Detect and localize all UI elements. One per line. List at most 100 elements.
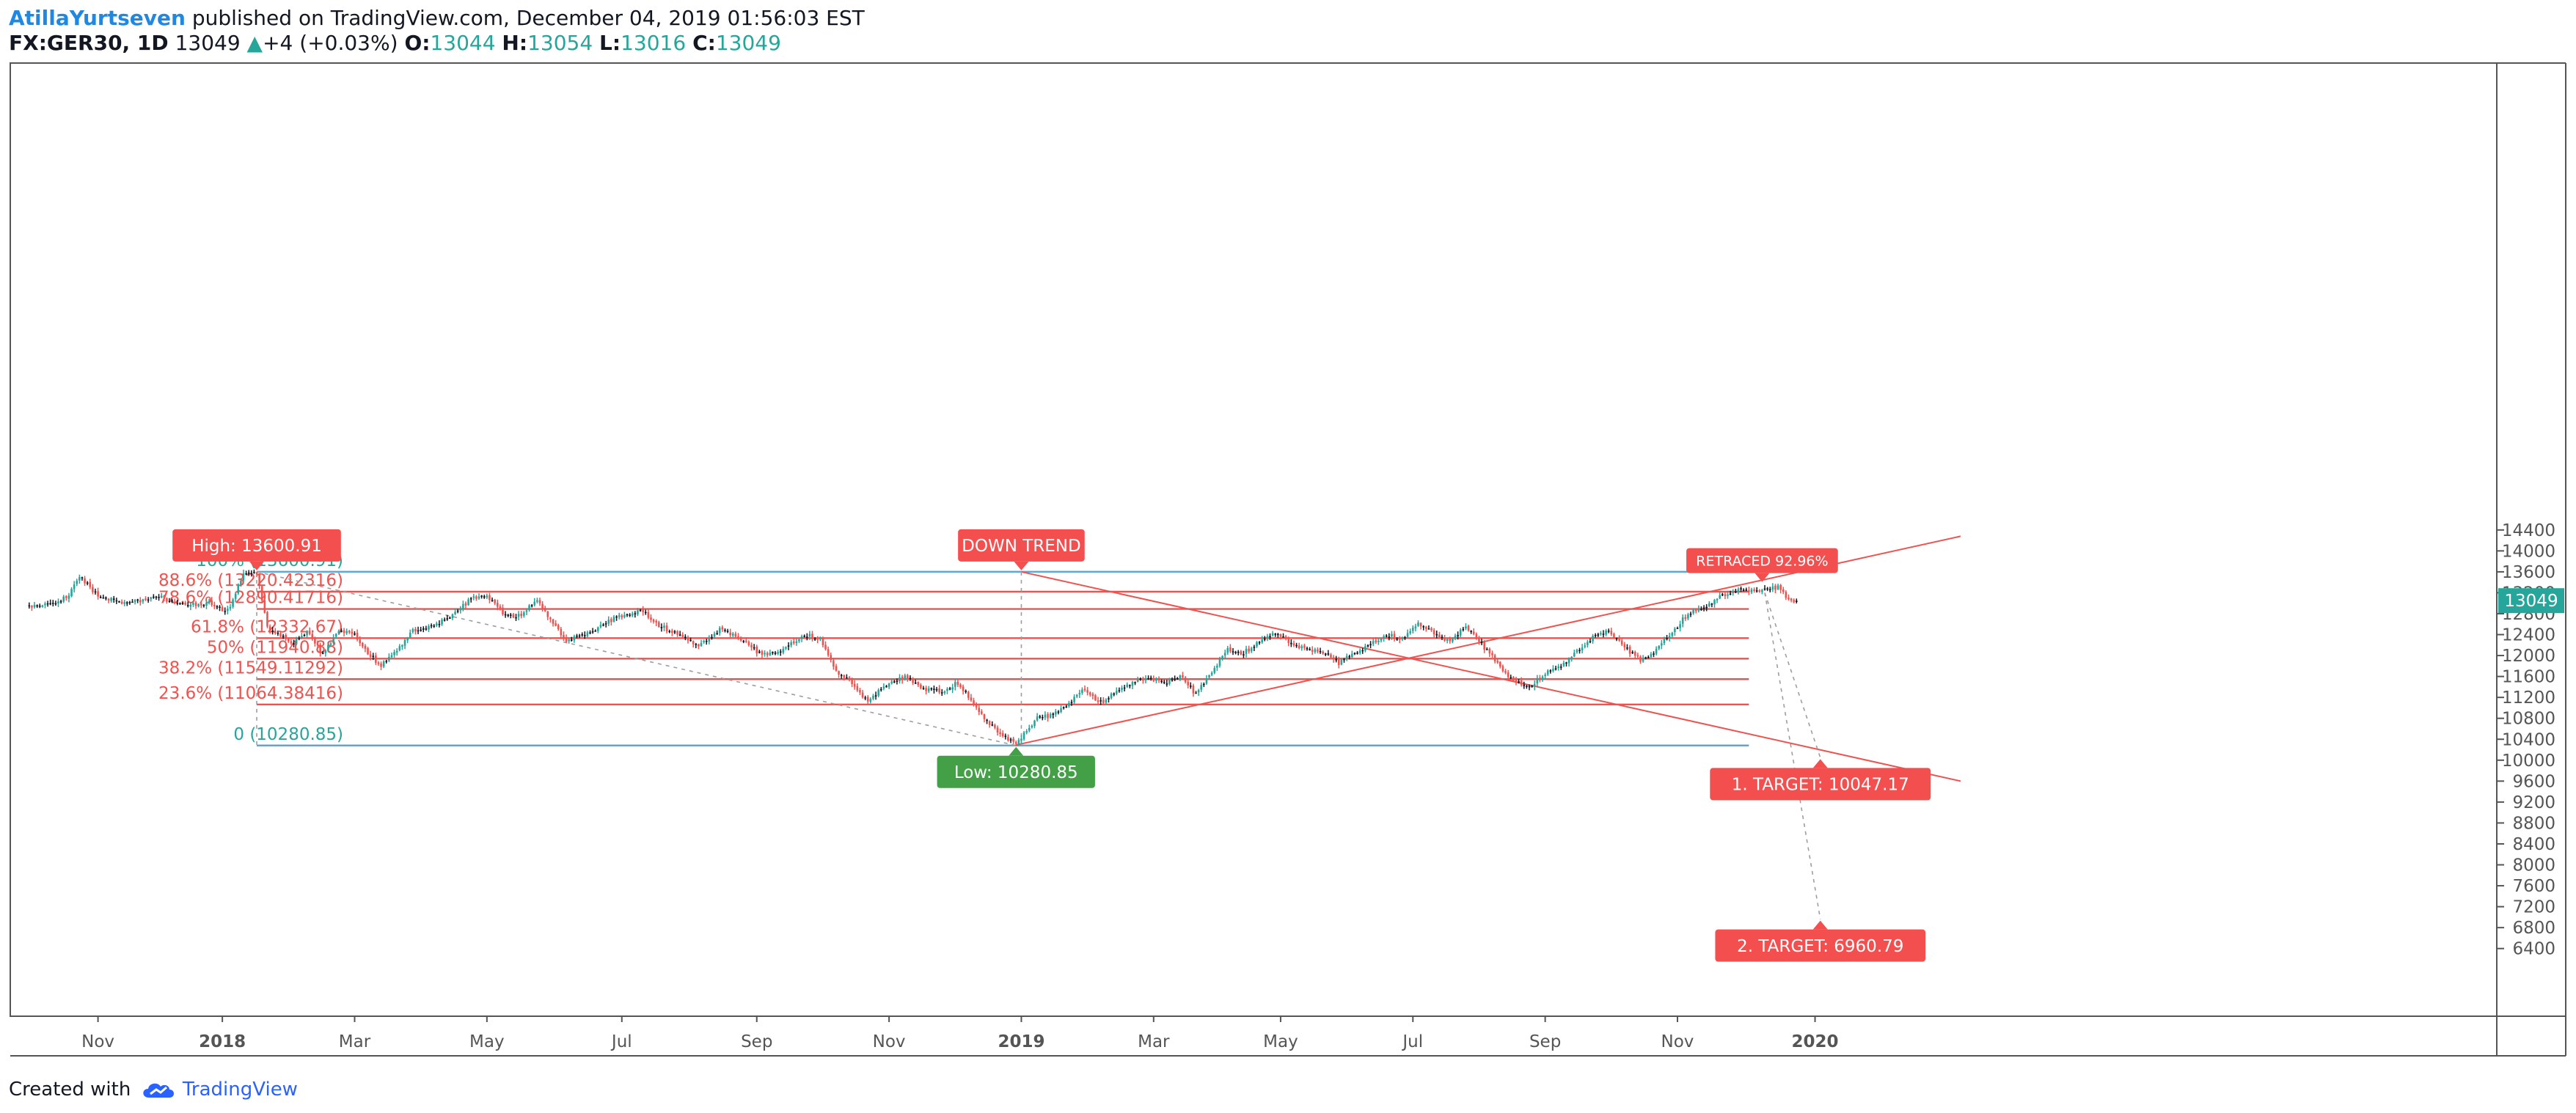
candle-body xyxy=(298,638,301,639)
trend-line[interactable] xyxy=(1021,570,1961,782)
candle-body xyxy=(909,677,912,679)
candle-body xyxy=(1515,680,1518,682)
candle-body xyxy=(1383,636,1385,639)
badge-pointer xyxy=(249,561,265,570)
candle-body xyxy=(1306,648,1309,650)
candle-body xyxy=(451,614,454,618)
candle-body xyxy=(1014,742,1017,744)
candle-body xyxy=(994,724,996,728)
candle-body xyxy=(711,636,713,639)
trend-lines[interactable] xyxy=(256,535,1961,919)
candle-body xyxy=(538,600,541,603)
candle-body xyxy=(660,627,663,628)
annotation-badge[interactable]: 1. TARGET: 10047.17 xyxy=(1710,759,1931,801)
candle-body xyxy=(411,629,414,632)
candle-body xyxy=(899,677,901,681)
candle-body xyxy=(996,727,999,732)
footer-brand[interactable]: TradingView xyxy=(182,1079,298,1101)
candle-body xyxy=(1256,642,1258,647)
candle-body xyxy=(631,613,634,616)
annotation-badge[interactable]: 2. TARGET: 6960.79 xyxy=(1715,920,1926,962)
candle-body xyxy=(459,608,462,611)
candle-body xyxy=(253,571,255,573)
candle-body xyxy=(92,587,94,592)
candle-body xyxy=(1510,677,1512,679)
candle-body xyxy=(1068,702,1070,707)
candle-body xyxy=(1290,642,1292,644)
ohlc-line: FX:GER30, 1D 13049 ▲+4 (+0.03%) O:13044 … xyxy=(9,31,781,56)
candle-body xyxy=(403,639,406,646)
candle-body xyxy=(329,643,332,645)
candle-body xyxy=(838,671,840,675)
candle-body xyxy=(1520,680,1523,686)
annotation-badge[interactable]: RETRACED 92.96% xyxy=(1686,548,1838,582)
candle-body xyxy=(1031,725,1033,728)
candle-body xyxy=(716,633,718,634)
candle-body xyxy=(1613,633,1615,639)
candle-body xyxy=(1425,626,1427,629)
candle-body xyxy=(504,614,507,616)
candle-body xyxy=(133,600,136,603)
candle-body xyxy=(38,605,41,607)
candle-body xyxy=(1565,662,1567,664)
candle-body xyxy=(657,622,660,627)
candle-body xyxy=(395,650,398,653)
annotation-badge[interactable]: High: 13600.91 xyxy=(172,529,341,570)
candle-body xyxy=(1432,630,1435,635)
candle-body xyxy=(94,591,97,593)
measure-line[interactable] xyxy=(1764,592,1821,919)
annotation-badge[interactable]: Low: 10280.85 xyxy=(937,746,1095,788)
candle-body xyxy=(1282,636,1284,638)
candle-body xyxy=(67,595,70,599)
candle-body xyxy=(544,608,546,611)
x-tick-label: Sep xyxy=(1529,1032,1561,1051)
candle-body xyxy=(1160,680,1163,683)
candle-body xyxy=(848,677,851,680)
candle-body xyxy=(288,639,290,642)
candle-body xyxy=(179,603,181,605)
measure-line[interactable] xyxy=(256,571,1017,746)
fib-level-label: 23.6% (11064.38416) xyxy=(158,684,343,703)
annotation-badge[interactable]: DOWN TREND xyxy=(958,529,1085,570)
candle-body xyxy=(102,597,105,599)
candle-body xyxy=(981,711,983,714)
candle-body xyxy=(343,630,345,633)
candle-body xyxy=(795,641,798,644)
candle-body xyxy=(1391,633,1393,636)
author-link[interactable]: AtillaYurtseven xyxy=(9,6,186,30)
y-tick-label: 12000 xyxy=(2502,647,2555,666)
candle-body xyxy=(846,677,848,679)
candle-body xyxy=(1179,675,1182,679)
candle-body xyxy=(446,618,449,620)
candle-body xyxy=(1633,651,1636,656)
candle-body xyxy=(1152,677,1155,681)
candle-body xyxy=(970,697,973,701)
badge-box xyxy=(1686,548,1838,573)
candle-body xyxy=(337,631,340,633)
candle-body xyxy=(766,653,769,655)
candle-body xyxy=(1605,631,1607,635)
candle-body xyxy=(1009,739,1012,741)
candle-body xyxy=(1073,697,1075,702)
candle-body xyxy=(390,655,393,658)
candle-body xyxy=(1309,649,1311,650)
candle-body xyxy=(472,596,475,598)
candle-body xyxy=(1557,666,1559,669)
candle-body xyxy=(1271,633,1274,636)
candle-body xyxy=(1147,677,1149,680)
candle-body xyxy=(555,623,557,626)
candle-body xyxy=(1576,650,1578,653)
candle-body xyxy=(1375,640,1377,643)
badge-text: RETRACED 92.96% xyxy=(1696,553,1828,569)
candle-body xyxy=(1697,609,1700,611)
candle-body xyxy=(1131,682,1134,686)
candle-body xyxy=(420,629,422,631)
badge-pointer xyxy=(1812,759,1828,768)
candle-body xyxy=(1465,626,1467,628)
candle-body xyxy=(271,630,274,632)
measure-line[interactable] xyxy=(1764,592,1821,758)
candle-body xyxy=(1174,678,1176,680)
annotations[interactable]: High: 13600.91 Low: 10280.85 DOWN TREND RET… xyxy=(172,529,1931,962)
candle-body xyxy=(1562,662,1565,666)
